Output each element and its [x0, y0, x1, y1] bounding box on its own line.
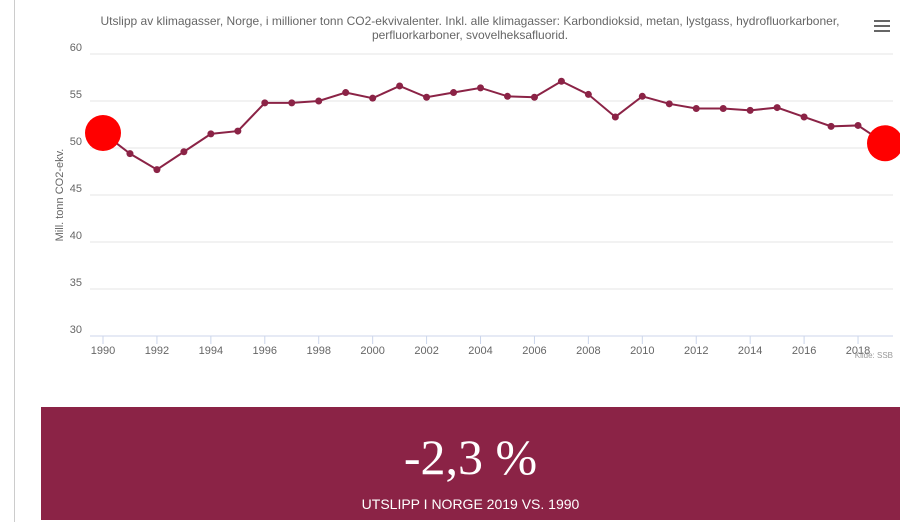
- banner: -2,3 % UTSLIPP I NORGE 2019 VS. 1990: [41, 407, 900, 520]
- point: [746, 106, 754, 114]
- y-tick-label: 60: [70, 42, 82, 54]
- x-tick-label: 1990: [91, 345, 115, 357]
- x-tick-label: 2018: [846, 345, 870, 357]
- x-tick-label: 2010: [630, 345, 654, 357]
- y-tick-label: 50: [70, 136, 82, 148]
- point: [126, 150, 134, 158]
- point: [503, 92, 511, 100]
- x-tick-label: 2006: [522, 345, 546, 357]
- point: [692, 105, 700, 113]
- chart-title: Utslipp av klimagasser, Norge, i million…: [100, 14, 840, 42]
- x-tick-label: 2012: [684, 345, 708, 357]
- point: [180, 148, 188, 156]
- point: [153, 166, 161, 174]
- point: [423, 93, 431, 101]
- point: [854, 121, 862, 129]
- point: [557, 77, 565, 85]
- x-tick-label: 1996: [253, 345, 277, 357]
- point: [638, 92, 646, 100]
- point: [234, 127, 242, 135]
- y-tick-label: 40: [70, 230, 82, 242]
- point: [827, 122, 835, 130]
- point: [530, 93, 538, 101]
- y-tick-label: 30: [70, 324, 82, 336]
- x-tick-label: 1992: [145, 345, 169, 357]
- y-tick-label: 45: [70, 183, 82, 195]
- y-tick-label: 35: [70, 277, 82, 289]
- x-tick-label: 2000: [360, 345, 384, 357]
- point: [719, 105, 727, 113]
- menu-button[interactable]: [874, 20, 890, 34]
- point: [665, 100, 673, 108]
- point: [342, 89, 350, 97]
- frame-line: [14, 0, 15, 522]
- highlight-point: [85, 114, 121, 151]
- point: [288, 99, 296, 107]
- x-tick-label: 1998: [306, 345, 330, 357]
- y-tick-label: 55: [70, 89, 82, 101]
- point: [773, 104, 781, 112]
- point: [261, 99, 269, 107]
- banner-caption: UTSLIPP I NORGE 2019 VS. 1990: [361, 496, 580, 512]
- x-tick-label: 1994: [199, 345, 223, 357]
- source-note: Kilde: SSB: [855, 351, 893, 360]
- point: [369, 94, 377, 102]
- x-tick-label: 2004: [468, 345, 492, 357]
- chart: 30 35 40 45 50 55 60 1990 1992 1994 1996 1998 2000 20…: [54, 42, 900, 360]
- point: [396, 82, 404, 90]
- point: [450, 89, 458, 97]
- series-line: [102, 80, 886, 171]
- highlight-point: [867, 125, 900, 162]
- x-tick-label: 2014: [738, 345, 762, 357]
- x-tick-label: 2008: [576, 345, 600, 357]
- point: [315, 97, 323, 105]
- y-axis-label: Mill. tonn CO2-ekv.: [54, 149, 66, 242]
- banner-value: -2,3 %: [403, 429, 538, 485]
- point: [207, 130, 215, 138]
- x-tick-label: 2002: [414, 345, 438, 357]
- point: [800, 113, 808, 121]
- point: [611, 113, 619, 121]
- x-tick-label: 2016: [792, 345, 816, 357]
- point: [584, 90, 592, 98]
- point: [477, 84, 485, 92]
